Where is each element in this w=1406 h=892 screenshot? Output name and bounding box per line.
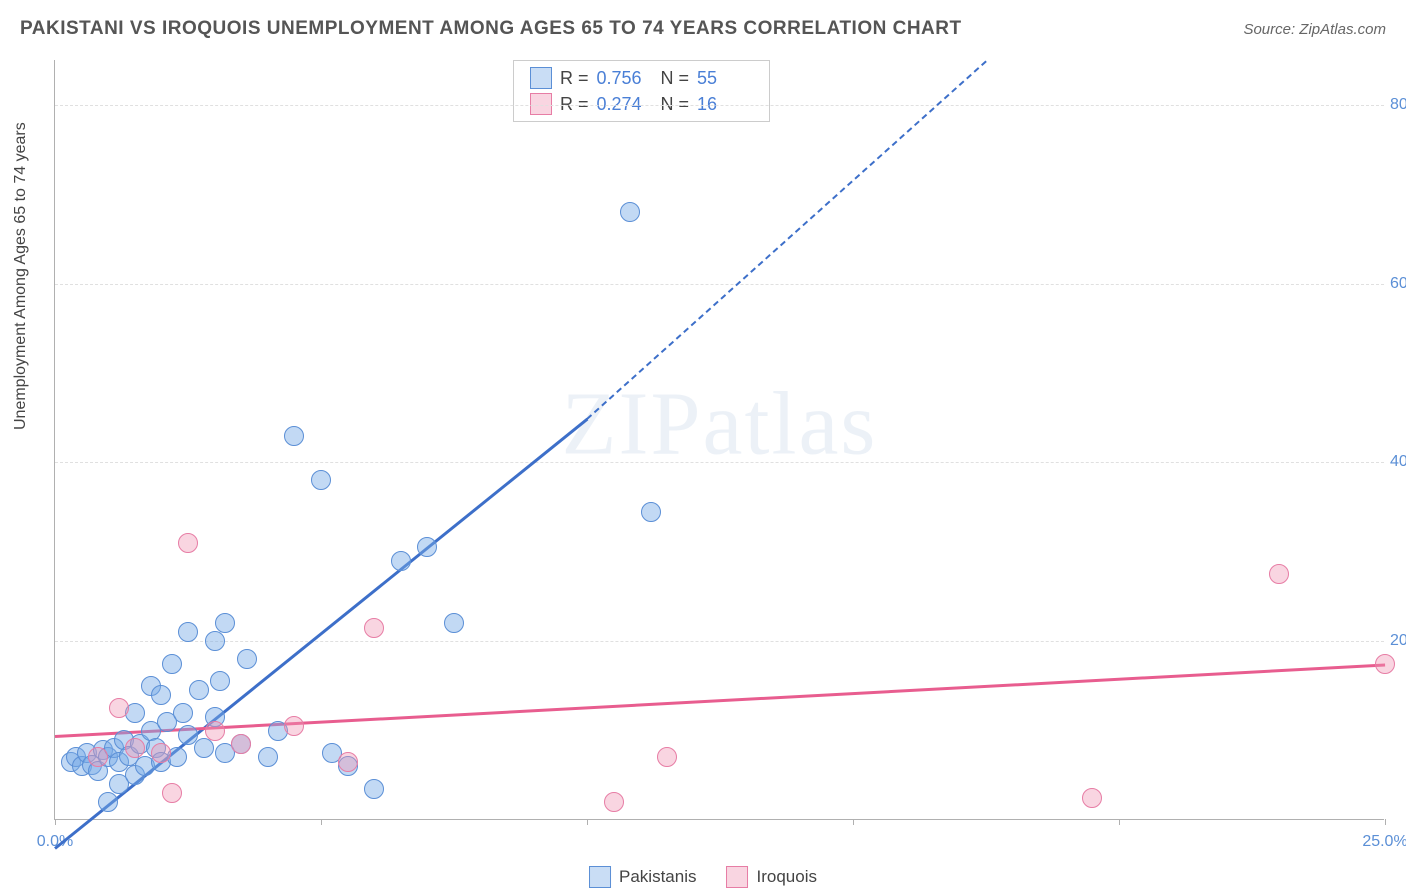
data-point [237, 649, 257, 669]
n-value: 55 [697, 68, 753, 89]
data-point [162, 654, 182, 674]
legend-item-series1: Pakistanis [589, 866, 696, 888]
trend-line [55, 664, 1385, 739]
data-point [194, 738, 214, 758]
data-point [231, 734, 251, 754]
correlation-stats-box: R = 0.756 N = 55 R = 0.274 N = 16 [513, 60, 770, 122]
x-tick-mark [321, 819, 322, 825]
stats-row-series1: R = 0.756 N = 55 [530, 65, 753, 91]
data-point [1082, 788, 1102, 808]
legend-label: Iroquois [757, 867, 817, 887]
data-point [417, 537, 437, 557]
x-tick-mark [1385, 819, 1386, 825]
data-point [391, 551, 411, 571]
gridline-horizontal [55, 105, 1384, 106]
data-point [641, 502, 661, 522]
swatch-icon [727, 866, 749, 888]
data-point [657, 747, 677, 767]
data-point [98, 792, 118, 812]
gridline-horizontal [55, 462, 1384, 463]
x-tick-label: 25.0% [1362, 833, 1406, 851]
data-point [88, 747, 108, 767]
title-bar: PAKISTANI VS IROQUOIS UNEMPLOYMENT AMONG… [20, 18, 1386, 40]
data-point [178, 622, 198, 642]
source-attribution: Source: ZipAtlas.com [1243, 21, 1386, 38]
x-tick-mark [587, 819, 588, 825]
swatch-icon [530, 67, 552, 89]
data-point [284, 426, 304, 446]
x-tick-mark [55, 819, 56, 825]
data-point [151, 685, 171, 705]
r-value: 0.756 [597, 68, 653, 89]
data-point [1375, 654, 1395, 674]
y-tick-label: 80.0% [1390, 96, 1406, 114]
data-point [205, 631, 225, 651]
data-point [125, 738, 145, 758]
data-point [189, 680, 209, 700]
scatter-plot-area: ZIPatlas R = 0.756 N = 55 R = 0.274 N = … [54, 60, 1384, 820]
data-point [109, 698, 129, 718]
data-point [620, 202, 640, 222]
swatch-icon [589, 866, 611, 888]
r-label: R = [560, 68, 589, 89]
data-point [173, 703, 193, 723]
data-point [178, 533, 198, 553]
data-point [311, 470, 331, 490]
legend-item-series2: Iroquois [727, 866, 817, 888]
n-label: N = [661, 68, 690, 89]
y-tick-label: 60.0% [1390, 275, 1406, 293]
data-point [444, 613, 464, 633]
chart-title: PAKISTANI VS IROQUOIS UNEMPLOYMENT AMONG… [20, 18, 962, 40]
data-point [338, 752, 358, 772]
y-axis-label: Unemployment Among Ages 65 to 74 years [12, 122, 30, 430]
legend-label: Pakistanis [619, 867, 696, 887]
gridline-horizontal [55, 641, 1384, 642]
data-point [364, 779, 384, 799]
data-point [215, 613, 235, 633]
y-tick-label: 20.0% [1390, 632, 1406, 650]
data-point [258, 747, 278, 767]
x-tick-mark [853, 819, 854, 825]
data-point [210, 671, 230, 691]
y-tick-label: 40.0% [1390, 453, 1406, 471]
data-point [205, 721, 225, 741]
data-point [284, 716, 304, 736]
data-point [364, 618, 384, 638]
bottom-legend: Pakistanis Iroquois [589, 866, 817, 888]
x-tick-mark [1119, 819, 1120, 825]
data-point [162, 783, 182, 803]
gridline-horizontal [55, 284, 1384, 285]
data-point [1269, 564, 1289, 584]
data-point [151, 743, 171, 763]
data-point [604, 792, 624, 812]
watermark: ZIPatlas [562, 373, 878, 476]
